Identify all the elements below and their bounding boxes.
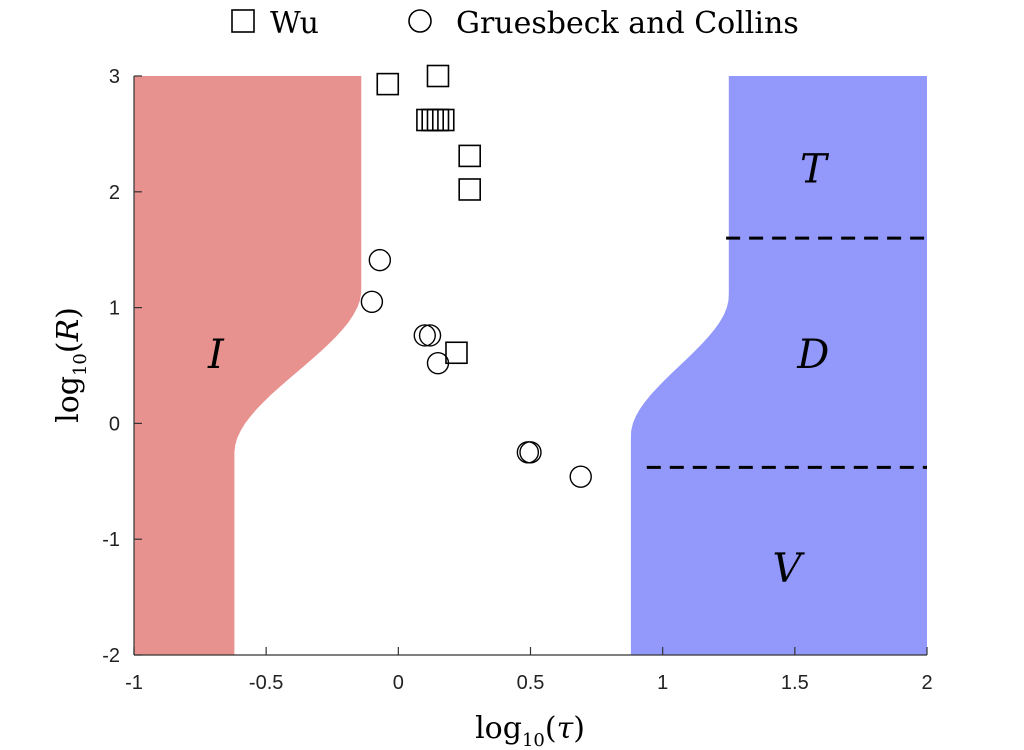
wu-data-point <box>431 108 455 132</box>
legend-label-gruesbeck: Gruesbeck and Collins <box>456 6 799 41</box>
legend: Wu Gruesbeck and Collins <box>231 6 799 41</box>
legend-square-marker <box>231 9 255 33</box>
region-tdv-fill <box>630 76 927 655</box>
x-axis-label: log10(τ) <box>475 711 585 750</box>
wu-data-point <box>458 178 482 201</box>
wu-data-point <box>458 144 482 168</box>
x-tick-label: -1 <box>125 672 143 694</box>
dashed-lines-layer <box>646 236 927 469</box>
legend-circle-marker <box>408 9 432 33</box>
gruesbeck-collins-data-point <box>360 290 384 314</box>
wu-data-point <box>376 72 400 96</box>
x-tick-label: -0.5 <box>249 672 283 694</box>
wu-data-point <box>426 64 450 88</box>
region-labels: I T D V <box>207 147 830 593</box>
y-axis-label: log10(R) <box>51 307 91 423</box>
x-tick-label: 1.5 <box>781 672 809 694</box>
legend-label-wu: Wu <box>270 6 319 41</box>
regions-layer <box>134 76 927 655</box>
gruesbeck-collins-data-point <box>368 248 392 272</box>
y-tick-label: -2 <box>102 645 120 667</box>
y-tick-label: 1 <box>109 298 120 320</box>
x-tick-label: 1 <box>657 672 668 694</box>
y-tick-label: -1 <box>102 529 120 551</box>
gruesbeck-collins-data-point <box>569 465 592 488</box>
region-label-t: T <box>800 147 830 193</box>
y-ticks: -2 -1 0 1 2 3 <box>102 66 142 667</box>
gruesbeck-collins-data-point <box>413 324 436 347</box>
gruesbeck-collins-data-point <box>519 441 542 464</box>
region-label-d: D <box>796 332 829 378</box>
wu-data-point <box>445 341 468 365</box>
x-ticks: -1 -0.5 0 0.5 1 1.5 2 <box>125 647 933 694</box>
region-label-i: I <box>207 332 225 378</box>
region-label-v: V <box>772 546 805 592</box>
x-tick-label: 0.5 <box>517 672 545 694</box>
y-tick-label: 0 <box>109 413 120 435</box>
data-points <box>360 64 592 488</box>
region-i-fill <box>134 76 362 655</box>
x-tick-label: 0 <box>393 672 404 694</box>
x-tick-label: 2 <box>921 672 932 694</box>
gruesbeck-collins-data-point <box>418 324 442 347</box>
y-tick-label: 2 <box>109 182 120 204</box>
gruesbeck-collins-data-point <box>426 351 450 375</box>
y-tick-label: 3 <box>109 66 120 88</box>
